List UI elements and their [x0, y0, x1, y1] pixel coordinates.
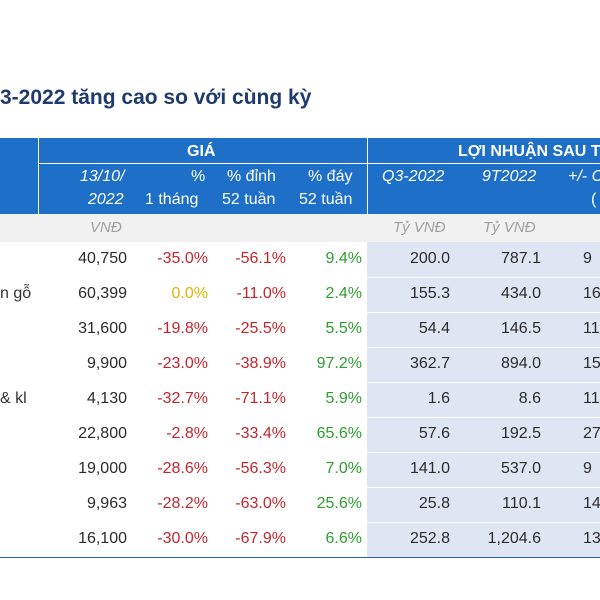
cell-m1: -28.2% — [157, 495, 208, 512]
cell-q3: 362.7 — [409, 355, 450, 372]
unit-vnd: VNĐ — [90, 219, 122, 236]
cell-peak: -25.5% — [235, 320, 286, 337]
cell-ytd: 146.5 — [500, 320, 541, 337]
header-partial: ( — [591, 191, 597, 208]
cell-m1: -32.7% — [157, 390, 208, 407]
cell-price: 9,963 — [86, 495, 127, 512]
cell-price: 60,399 — [78, 285, 127, 302]
header-pct-peak-1: % đỉnh — [227, 168, 276, 185]
cell-ytd: 434.0 — [500, 285, 541, 302]
cell-price: 4,130 — [86, 390, 127, 407]
cell-peak: -33.4% — [235, 425, 286, 442]
cell-ytd: 192.5 — [500, 425, 541, 442]
cell-m1: -23.0% — [157, 355, 208, 372]
page-title: 3-2022 tăng cao so với cùng kỳ — [0, 86, 312, 109]
header-divider — [38, 138, 39, 214]
cell-m1: -30.0% — [157, 530, 208, 547]
cell-bottom: 65.6% — [316, 425, 362, 442]
table-bottom-border — [0, 557, 600, 558]
cell-yoy: 9 — [583, 250, 592, 267]
cell-peak: -56.3% — [235, 460, 286, 477]
row-separator — [0, 347, 600, 348]
header-q3: Q3-2022 — [382, 168, 445, 185]
cell-yoy: 156 — [583, 355, 600, 372]
cell-price: 9,900 — [86, 355, 127, 372]
cell-peak: -71.1% — [235, 390, 286, 407]
unit-ty-9m: Tỷ VNĐ — [483, 219, 536, 236]
cell-bottom: 25.6% — [316, 495, 362, 512]
units-row — [0, 214, 600, 242]
cell-yoy: 14 — [583, 495, 600, 512]
header-pct-bottom-2: 52 tuần — [299, 191, 353, 208]
row-separator — [0, 452, 600, 453]
cell-bottom: 7.0% — [325, 460, 362, 477]
header-divider — [38, 163, 600, 164]
header-date-line1: 13/10/ — [80, 168, 125, 185]
cell-ytd: 537.0 — [500, 460, 541, 477]
header-loi-nhuan: LỢI NHUẬN SAU T — [458, 143, 600, 160]
cell-price: 40,750 — [78, 250, 127, 267]
cell-m1: -19.8% — [157, 320, 208, 337]
cell-q3: 25.8 — [418, 495, 450, 512]
row-separator — [0, 382, 600, 383]
header-pct-bottom-1: % đáy — [308, 168, 353, 185]
cell-m1: -35.0% — [157, 250, 208, 267]
cell-price: 22,800 — [78, 425, 127, 442]
cell-yoy: 13 — [583, 530, 600, 547]
cell-yoy: 16 — [583, 285, 600, 302]
cell-peak: -67.9% — [235, 530, 286, 547]
cell-m1: -2.8% — [166, 425, 208, 442]
cell-price: 31,600 — [78, 320, 127, 337]
cell-m1: 0.0% — [171, 285, 208, 302]
cell-ytd: 1,204.6 — [487, 530, 541, 547]
header-pct-month-2: 1 tháng — [145, 191, 199, 208]
cell-bottom: 6.6% — [325, 530, 362, 547]
cell-ytd: 8.6 — [518, 390, 541, 407]
cell-yoy: 115 — [583, 390, 600, 407]
cell-q3: 57.6 — [418, 425, 450, 442]
header-pct-month-1: % — [191, 168, 206, 185]
cell-bottom: 5.9% — [325, 390, 362, 407]
cell-yoy: 27 — [583, 425, 600, 442]
unit-ty-q3: Tỷ VNĐ — [393, 219, 446, 236]
header-pct-peak-2: 52 tuần — [222, 191, 276, 208]
cell-peak: -63.0% — [235, 495, 286, 512]
cell-q3: 252.8 — [409, 530, 450, 547]
cell-q3: 200.0 — [409, 250, 450, 267]
cell-bottom: 97.2% — [316, 355, 362, 372]
header-gia: GIÁ — [187, 143, 216, 160]
row-separator — [0, 487, 600, 488]
row-separator — [0, 312, 600, 313]
cell-ytd: 787.1 — [500, 250, 541, 267]
table-header — [0, 138, 600, 214]
cell-price: 16,100 — [78, 530, 127, 547]
cell-peak: -38.9% — [235, 355, 286, 372]
cell-yoy: 11 — [583, 320, 600, 337]
profit-columns-shade — [367, 242, 600, 557]
cell-q3: 155.3 — [409, 285, 450, 302]
cell-bottom: 2.4% — [325, 285, 362, 302]
cell-yoy: 9 — [583, 460, 592, 477]
cell-bottom: 9.4% — [325, 250, 362, 267]
header-9m: 9T2022 — [482, 168, 537, 185]
cell-ytd: 894.0 — [500, 355, 541, 372]
row-name: & kl — [0, 390, 27, 407]
cell-q3: 1.6 — [427, 390, 450, 407]
cell-m1: -28.6% — [157, 460, 208, 477]
cell-q3: 141.0 — [409, 460, 450, 477]
row-separator — [0, 417, 600, 418]
row-name: n gỗ — [0, 285, 32, 302]
header-divider — [367, 138, 368, 214]
row-separator — [0, 277, 600, 278]
header-yoy: +/- C — [568, 168, 600, 185]
cell-peak: -56.1% — [235, 250, 286, 267]
header-date-line2: 2022 — [88, 191, 124, 208]
cell-bottom: 5.5% — [325, 320, 362, 337]
cell-q3: 54.4 — [418, 320, 450, 337]
row-separator — [0, 522, 600, 523]
cell-ytd: 110.1 — [502, 495, 541, 512]
cell-price: 19,000 — [78, 460, 127, 477]
cell-peak: -11.0% — [236, 285, 286, 302]
